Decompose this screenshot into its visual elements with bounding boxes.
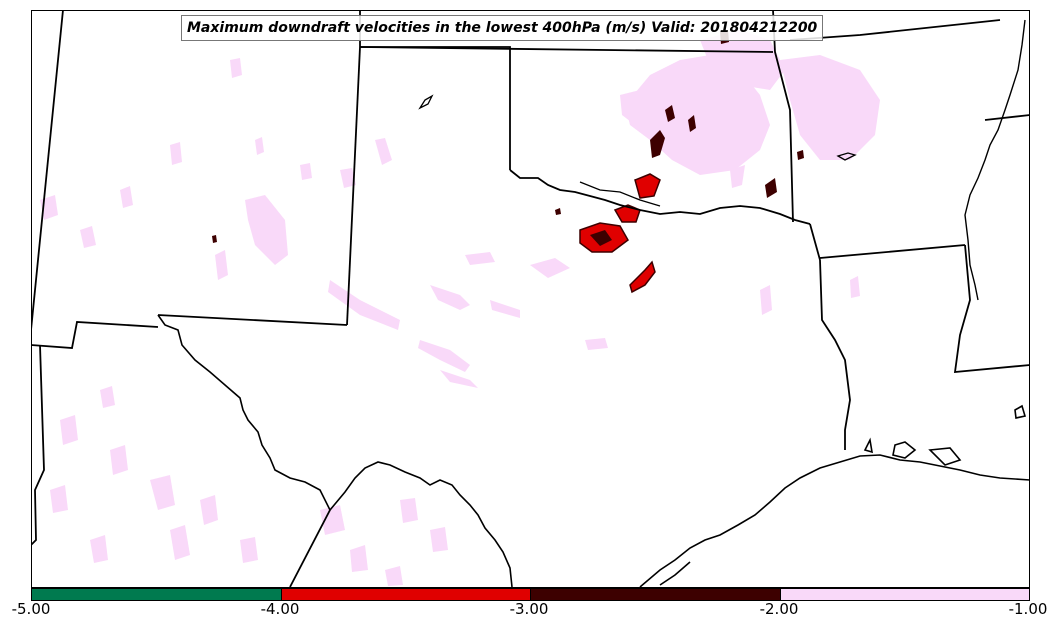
map-title: Maximum downdraft velocities in the lowe… — [181, 15, 824, 41]
colorbar-segment-1 — [280, 589, 530, 600]
weak-downdraft-shading — [40, 30, 880, 586]
colorbar-tick-label: -2.00 — [759, 600, 799, 618]
colorbar-ticks: -5.00 -4.00 -3.00 -2.00 -1.00 — [0, 600, 1060, 624]
colorbar-tick-label: -1.00 — [1008, 600, 1048, 618]
coastline-and-rio-grande — [157, 314, 1030, 587]
colorbar-tick-label: -5.00 — [11, 600, 51, 618]
lakes — [418, 94, 857, 207]
map-canvas — [31, 10, 1030, 587]
colorbar-segment-2 — [530, 589, 780, 600]
strong-downdraft-cores — [212, 30, 804, 294]
colorbar-segment-0 — [32, 589, 281, 600]
mississippi-river — [964, 19, 1026, 301]
colorbar-tick-label: -3.00 — [509, 600, 549, 618]
map-panel — [31, 10, 1030, 587]
colorbar-segment-3 — [779, 589, 1029, 600]
state-borders — [31, 10, 1030, 587]
colorbar — [31, 588, 1030, 601]
colorbar-tick-label: -4.00 — [260, 600, 300, 618]
